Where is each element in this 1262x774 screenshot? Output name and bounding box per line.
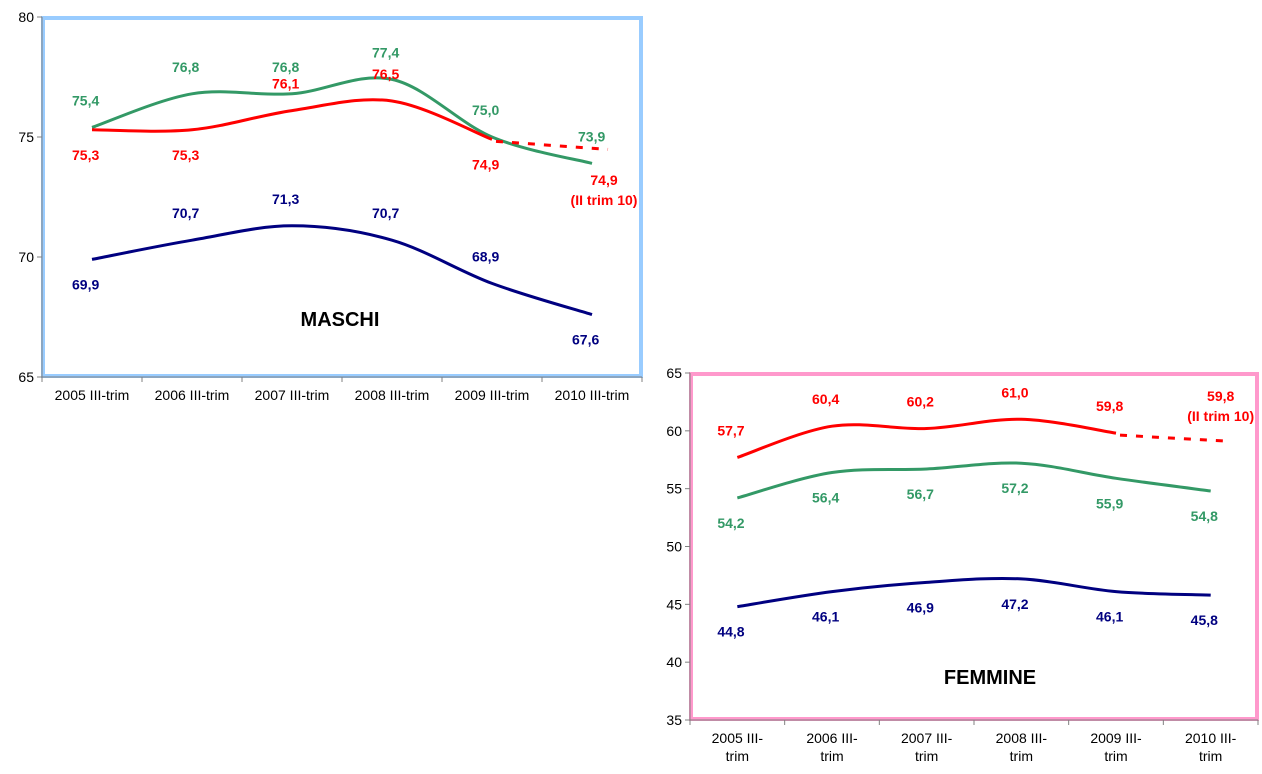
data-label: 69,9 [72, 276, 99, 292]
data-label: 75,0 [472, 102, 499, 118]
data-label: 55,9 [1096, 495, 1123, 511]
plot-border [41, 16, 643, 378]
y-tick-label: 45 [666, 596, 682, 612]
chart-title: FEMMINE [944, 667, 1036, 689]
chart-femmine: 35 40 45 50 55 60 65 2005 III-trim 2006 III-trim… [666, 365, 1259, 764]
chart-maschi: 65 70 75 80 2005 III-trim 2006 III-trim 2007 I… [18, 9, 643, 403]
data-label: 57,2 [1001, 480, 1028, 496]
x-tick-label: 2010 III-trim [1185, 730, 1237, 764]
projection-note: (II trim 10) [571, 192, 638, 208]
data-label: 61,0 [1001, 384, 1028, 400]
x-tick-label: 2008 III-trim [996, 730, 1048, 764]
data-label: 59,8 [1096, 398, 1123, 414]
plot-border [689, 372, 1259, 721]
y-tick-label: 80 [18, 9, 34, 25]
data-label: 60,4 [812, 391, 839, 407]
data-label: 56,7 [907, 486, 934, 502]
x-tick-label: 2005 III-trim [55, 387, 130, 403]
x-tick-label: 2006 III-trim [806, 730, 858, 764]
y-tick-label: 65 [18, 369, 34, 385]
data-label: 46,1 [812, 609, 839, 625]
data-label: 76,5 [372, 66, 399, 82]
y-tick-label: 40 [666, 654, 682, 670]
data-label: 46,9 [907, 599, 934, 615]
series-line-0 [91, 76, 593, 165]
data-label: 76,1 [272, 76, 299, 92]
data-label: 47,2 [1001, 596, 1028, 612]
data-label: 45,8 [1191, 612, 1218, 628]
projection-note: (II trim 10) [1187, 408, 1254, 424]
data-label: 77,4 [372, 44, 399, 60]
data-label: 73,9 [578, 128, 605, 144]
y-tick-label: 50 [666, 539, 682, 555]
x-tick-label: 2008 III-trim [355, 387, 430, 403]
x-tick-label: 2006 III-trim [155, 387, 230, 403]
data-label: 60,2 [907, 394, 934, 410]
data-label: 54,2 [717, 515, 744, 531]
data-label: 67,6 [572, 332, 599, 348]
x-tick-label: 2009 III-trim [1090, 730, 1142, 764]
chart-title: MASCHI [301, 309, 380, 331]
series-line-2 [737, 576, 1211, 609]
data-label: 57,7 [717, 422, 744, 438]
y-tick-label: 65 [666, 365, 682, 381]
y-tick-label: 60 [666, 423, 682, 439]
data-label: 75,3 [72, 147, 99, 163]
data-label: 75,4 [72, 92, 99, 108]
data-label: 74,9 [472, 156, 499, 172]
projection-label: 59,8 [1207, 388, 1234, 404]
y-tick-label: 70 [18, 249, 34, 265]
x-tick-label: 2005 III-trim [712, 730, 764, 764]
data-label: 76,8 [172, 59, 199, 75]
data-label: 76,8 [272, 59, 299, 75]
series-line-0 [736, 417, 1117, 459]
series-line-2 [91, 224, 593, 317]
projection-label: 74,9 [590, 172, 617, 188]
x-tick-label: 2009 III-trim [455, 387, 530, 403]
series-line-1 [91, 98, 493, 141]
data-label: 70,7 [172, 205, 199, 221]
series-line-1 [736, 461, 1211, 500]
y-tick-label: 35 [666, 712, 682, 728]
data-label: 54,8 [1191, 508, 1218, 524]
data-label: 70,7 [372, 205, 399, 221]
projection-line [1119, 433, 1227, 443]
data-label: 71,3 [272, 191, 299, 207]
y-tick-label: 75 [18, 129, 34, 145]
y-tick-label: 55 [666, 481, 682, 497]
data-label: 68,9 [472, 248, 499, 264]
data-label: 44,8 [717, 624, 744, 640]
data-label: 75,3 [172, 147, 199, 163]
data-label: 56,4 [812, 489, 839, 505]
x-tick-label: 2007 III-trim [255, 387, 330, 403]
x-tick-label: 2010 III-trim [555, 387, 630, 403]
projection-line [495, 139, 609, 151]
data-label: 46,1 [1096, 609, 1123, 625]
x-tick-label: 2007 III-trim [901, 730, 953, 764]
